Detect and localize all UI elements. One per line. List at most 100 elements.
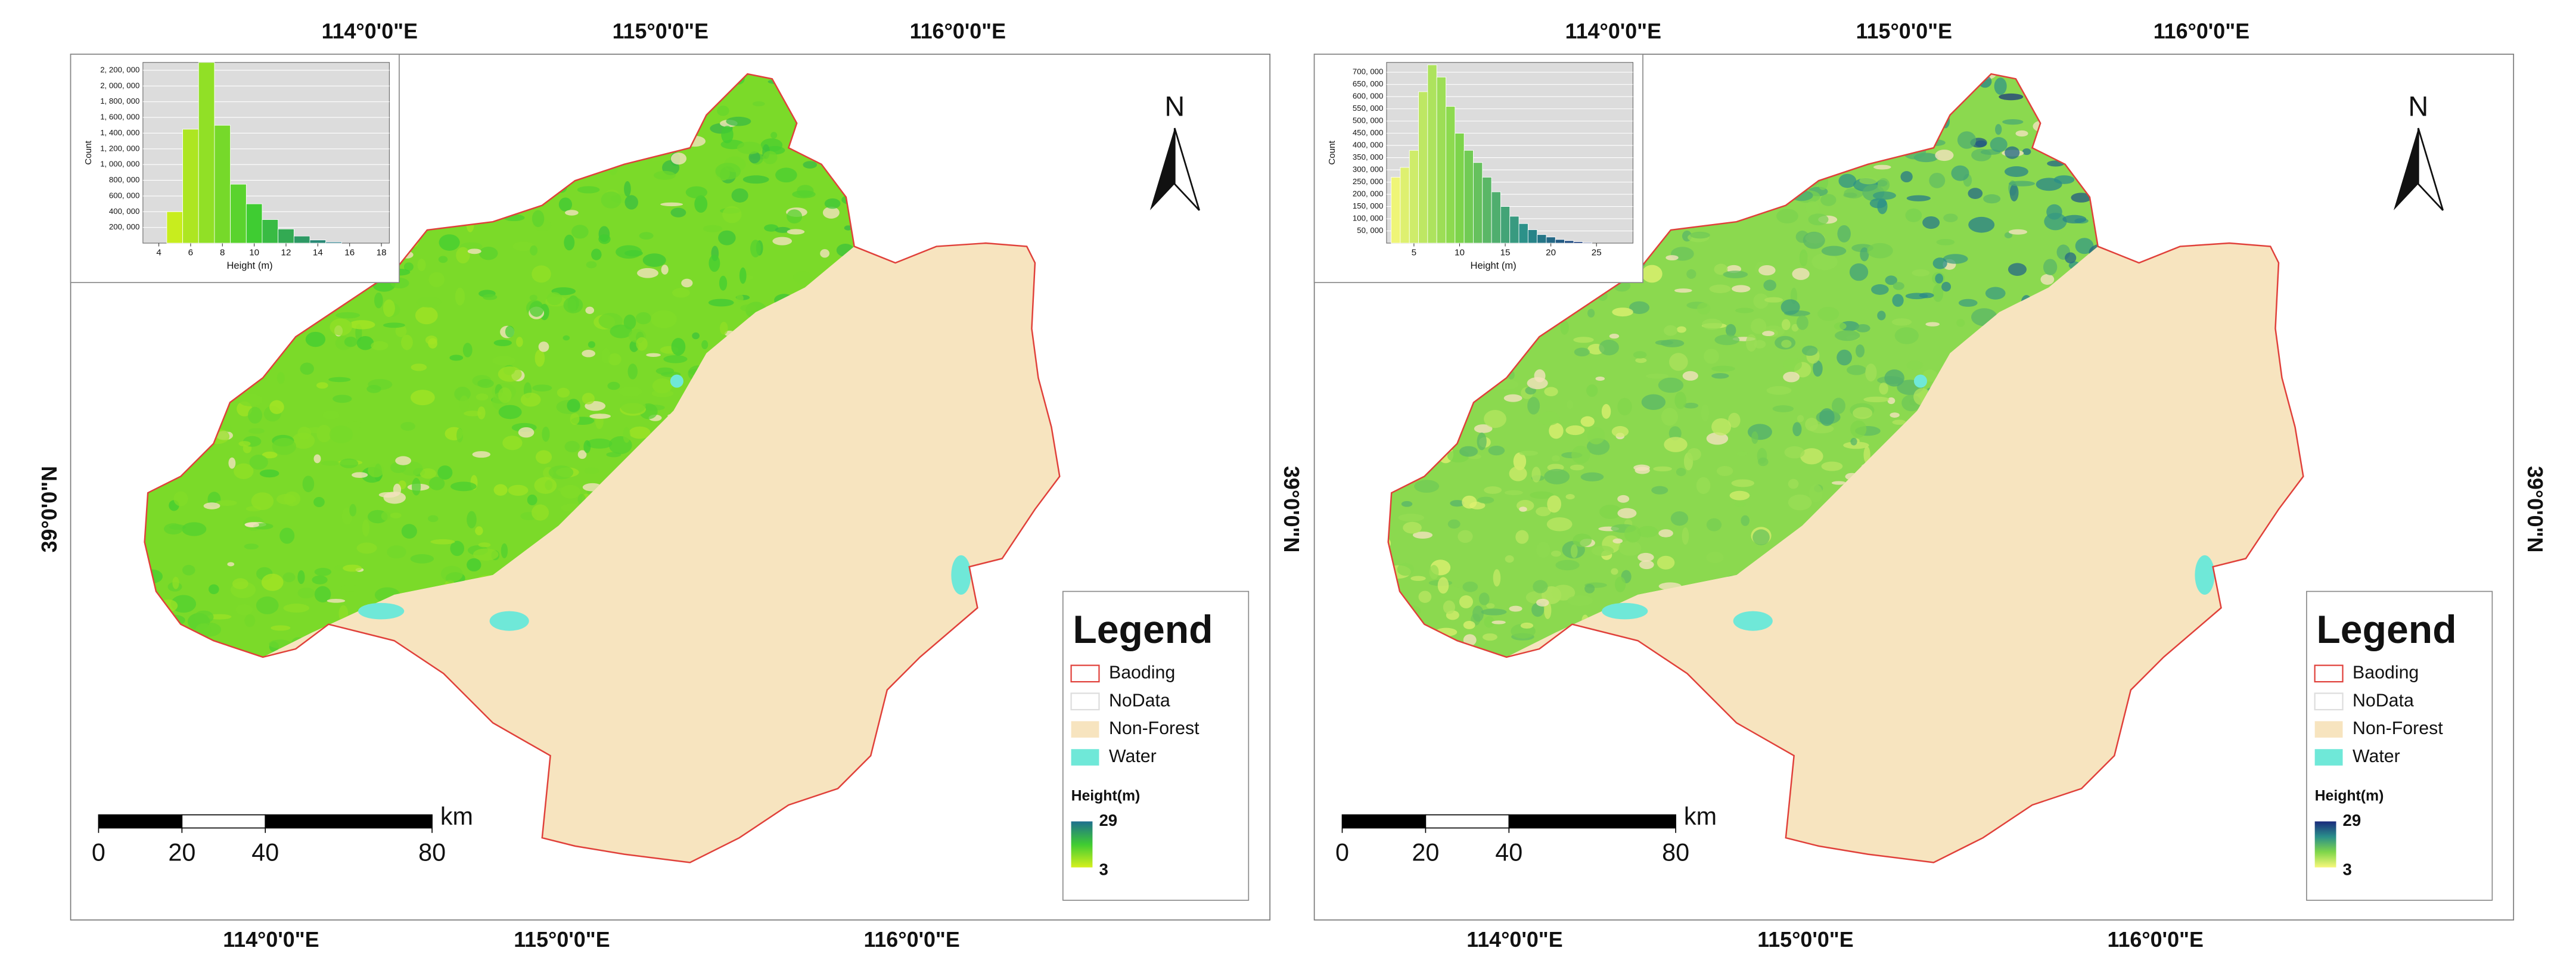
forest-texture	[2002, 119, 2024, 125]
forest-texture	[1714, 263, 1728, 275]
forest-texture	[1990, 137, 2008, 153]
forest-texture	[820, 249, 829, 258]
forest-texture	[2004, 232, 2013, 238]
forest-texture	[1951, 165, 1969, 181]
forest-texture	[2005, 146, 2020, 159]
forest-texture	[1820, 194, 1837, 206]
forest-texture	[1509, 605, 1522, 612]
forest-texture	[420, 468, 437, 479]
forest-texture	[2062, 215, 2087, 224]
forest-texture	[2008, 263, 2027, 276]
forest-texture	[1484, 616, 1494, 628]
forest-texture	[256, 596, 279, 614]
latitude-label: 39°0'0"N	[38, 466, 61, 552]
forest-texture	[182, 565, 195, 576]
legend-item: NoData	[2353, 691, 2414, 710]
forest-texture	[565, 210, 579, 216]
forest-texture	[624, 181, 631, 197]
x-tick-label: 15	[1500, 248, 1511, 258]
forest-texture	[1995, 124, 2002, 135]
forest-texture	[1429, 565, 1439, 580]
forest-texture	[1877, 310, 1886, 321]
forest-texture	[740, 304, 757, 312]
forest-texture	[601, 191, 622, 209]
forest-texture	[368, 463, 384, 478]
forest-texture	[598, 313, 623, 329]
scale-bar-segment	[1425, 814, 1510, 829]
forest-texture	[1941, 281, 1952, 292]
histogram-bar	[278, 228, 294, 244]
forest-texture	[1519, 450, 1539, 456]
histogram-bar	[1509, 216, 1520, 244]
forest-texture	[1635, 358, 1647, 363]
histogram-bar	[1463, 150, 1474, 244]
forest-texture	[505, 325, 515, 338]
scale-bar-label: 20	[168, 839, 195, 866]
forest-texture	[1418, 590, 1432, 603]
forest-texture	[652, 378, 673, 394]
forest-texture	[1462, 495, 1477, 509]
forest-texture	[1811, 253, 1838, 271]
legend-frame	[2306, 590, 2493, 901]
forest-texture	[1935, 274, 1944, 284]
forest-texture	[395, 456, 412, 465]
forest-texture	[1462, 581, 1478, 592]
legend-swatch	[1070, 664, 1100, 683]
scale-bar-segment	[181, 814, 266, 829]
y-tick-label: 200, 000	[109, 222, 139, 231]
histogram-bar	[1418, 91, 1428, 244]
forest-texture	[548, 465, 574, 480]
forest-texture	[1797, 415, 1804, 422]
forest-texture	[660, 202, 683, 207]
forest-texture	[1546, 517, 1573, 532]
y-tick-label: 800, 000	[109, 175, 139, 184]
histogram-bar	[246, 203, 263, 244]
forest-texture	[1682, 527, 1689, 545]
forest-texture	[401, 524, 417, 539]
forest-texture	[1403, 521, 1422, 534]
scale-bar-label: 0	[1335, 839, 1349, 866]
forest-texture	[1536, 506, 1551, 517]
forest-texture	[721, 125, 734, 144]
forest-texture	[1412, 532, 1433, 539]
forest-texture	[1474, 424, 1493, 433]
forest-texture	[1549, 422, 1564, 439]
forest-texture	[570, 413, 580, 425]
histogram-bar	[182, 129, 199, 244]
forest-texture	[1701, 404, 1710, 422]
forest-texture	[395, 325, 407, 337]
forest-texture	[276, 372, 285, 384]
forest-texture	[1658, 529, 1673, 537]
forest-texture	[1534, 369, 1546, 383]
forest-texture	[1674, 288, 1692, 293]
forest-texture	[1821, 245, 1847, 256]
forest-texture	[2043, 259, 2058, 275]
forest-texture	[297, 570, 305, 585]
legend-height-title: Height(m)	[1071, 788, 1141, 804]
forest-texture	[610, 324, 632, 338]
forest-texture	[1922, 216, 1940, 229]
forest-texture	[1855, 344, 1865, 358]
forest-texture	[456, 247, 470, 264]
forest-texture	[2071, 192, 2092, 203]
forest-texture	[739, 267, 747, 284]
forest-texture	[1477, 432, 1487, 450]
forest-texture	[282, 572, 296, 583]
forest-texture	[793, 271, 812, 284]
forest-texture	[238, 441, 251, 447]
forest-texture	[498, 387, 512, 403]
y-tick-label: 700, 000	[1353, 67, 1383, 76]
forest-texture	[1968, 188, 1983, 199]
x-tick-label: 14	[313, 248, 323, 258]
forest-texture	[234, 463, 254, 480]
forest-texture	[764, 224, 779, 232]
forest-texture	[1612, 307, 1633, 317]
forest-texture	[333, 394, 352, 403]
forest-texture	[1885, 275, 1897, 285]
forest-texture	[1530, 491, 1554, 499]
forest-texture	[1834, 322, 1847, 330]
legend-height-max: 29	[2343, 811, 2361, 829]
forest-texture	[1837, 225, 1851, 243]
y-axis-label: Count	[1327, 140, 1337, 164]
forest-texture	[1808, 213, 1829, 226]
